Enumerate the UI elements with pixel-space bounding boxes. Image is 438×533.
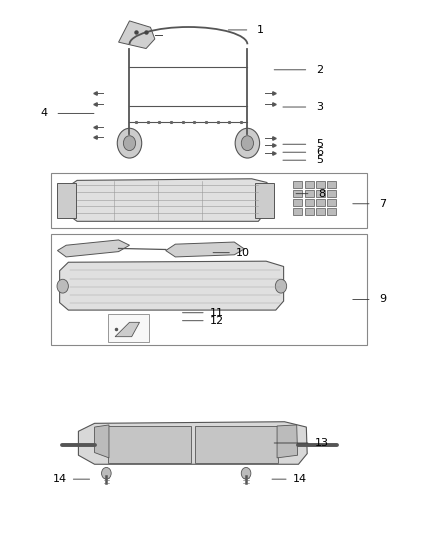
Bar	[316, 190, 325, 197]
Polygon shape	[57, 240, 130, 257]
Polygon shape	[115, 322, 140, 337]
Bar	[316, 181, 325, 188]
Bar	[327, 199, 336, 206]
Text: 8: 8	[318, 189, 325, 199]
Circle shape	[241, 136, 254, 151]
Polygon shape	[95, 425, 109, 458]
Bar	[304, 199, 314, 206]
Bar	[108, 314, 149, 342]
Bar	[108, 426, 191, 463]
Circle shape	[57, 279, 68, 293]
Text: 9: 9	[379, 294, 386, 304]
Text: 4: 4	[41, 108, 48, 118]
Polygon shape	[277, 425, 297, 458]
Bar	[293, 199, 302, 206]
Text: 5: 5	[316, 155, 323, 165]
Text: 2: 2	[316, 65, 323, 75]
Bar	[304, 181, 314, 188]
Text: 7: 7	[379, 199, 386, 209]
Circle shape	[102, 467, 111, 479]
Bar	[255, 183, 274, 217]
Text: 1: 1	[257, 25, 264, 35]
Text: 3: 3	[316, 102, 323, 112]
Bar	[195, 426, 278, 463]
Text: 5: 5	[316, 139, 323, 149]
Polygon shape	[119, 21, 155, 49]
Polygon shape	[78, 422, 307, 464]
Bar	[293, 181, 302, 188]
Text: 12: 12	[210, 316, 224, 326]
Polygon shape	[166, 242, 244, 257]
Bar	[327, 181, 336, 188]
Bar	[304, 208, 314, 215]
Circle shape	[235, 128, 260, 158]
Bar	[327, 190, 336, 197]
Bar	[327, 208, 336, 215]
Circle shape	[124, 136, 136, 151]
Circle shape	[241, 467, 251, 479]
Bar	[316, 199, 325, 206]
Bar	[51, 173, 367, 228]
Text: 10: 10	[236, 248, 250, 257]
Text: 14: 14	[293, 474, 307, 484]
Bar	[304, 190, 314, 197]
Circle shape	[276, 279, 287, 293]
Bar	[51, 233, 367, 345]
Bar	[293, 208, 302, 215]
Circle shape	[117, 128, 142, 158]
Bar	[57, 183, 76, 217]
Polygon shape	[60, 261, 284, 310]
Text: 6: 6	[316, 147, 323, 157]
Polygon shape	[66, 179, 267, 221]
Text: 14: 14	[53, 474, 67, 484]
Text: 11: 11	[210, 308, 224, 318]
Bar	[316, 208, 325, 215]
Text: 13: 13	[314, 438, 328, 448]
Bar	[293, 190, 302, 197]
